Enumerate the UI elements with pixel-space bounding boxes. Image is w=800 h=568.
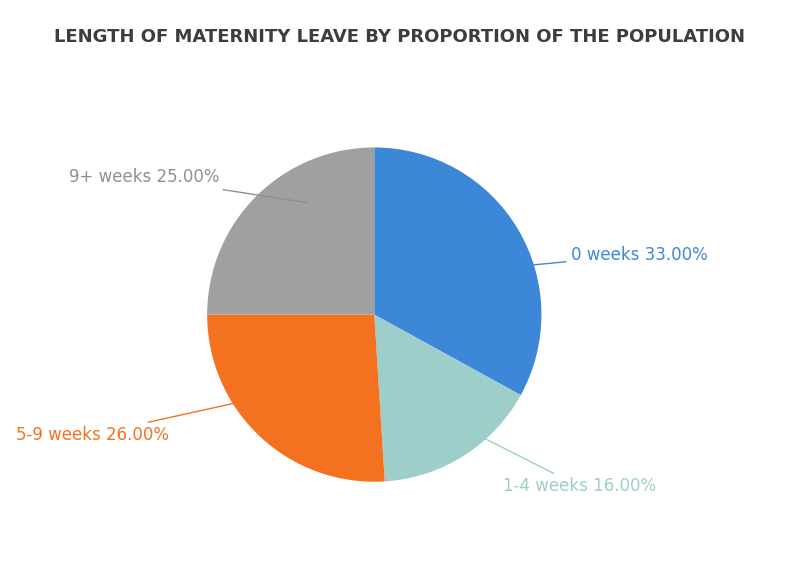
Wedge shape <box>374 315 521 482</box>
Text: 0 weeks 33.00%: 0 weeks 33.00% <box>510 245 708 267</box>
Text: 5-9 weeks 26.00%: 5-9 weeks 26.00% <box>15 396 265 444</box>
Text: LENGTH OF MATERNITY LEAVE BY PROPORTION OF THE POPULATION: LENGTH OF MATERNITY LEAVE BY PROPORTION … <box>54 28 746 47</box>
Wedge shape <box>207 148 374 315</box>
Text: 1-4 weeks 16.00%: 1-4 weeks 16.00% <box>480 436 656 495</box>
Text: 9+ weeks 25.00%: 9+ weeks 25.00% <box>70 169 307 203</box>
Wedge shape <box>207 315 385 482</box>
Wedge shape <box>374 148 542 395</box>
